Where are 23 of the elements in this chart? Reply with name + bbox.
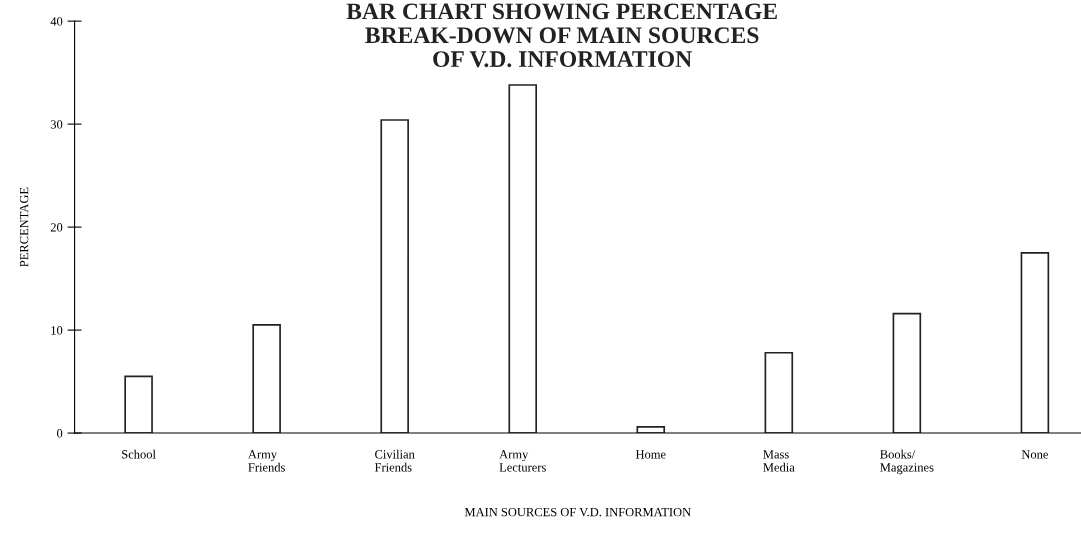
y-tick-label: 20 bbox=[50, 223, 63, 232]
bar bbox=[252, 324, 281, 434]
bar bbox=[508, 84, 538, 434]
x-tick-label: Mass Media bbox=[763, 450, 795, 472]
y-tick-label: 0 bbox=[57, 429, 63, 438]
x-tick-label: Army Lecturers bbox=[499, 450, 546, 472]
x-tick-label: School bbox=[122, 449, 156, 459]
x-tick-label: Books/ Magazines bbox=[880, 449, 934, 475]
x-axis-title: MAIN SOURCES OF V.D. INFORMATION bbox=[464, 507, 691, 517]
bar bbox=[380, 119, 409, 434]
bar bbox=[124, 375, 153, 434]
chart-title: BAR CHART SHOWING PERCENTAGE BREAK-DOWN OF MAIN SOURCES OF V.D. INFORMATION bbox=[346, 3, 777, 68]
x-tick-label: Army Friends bbox=[248, 450, 285, 472]
bar bbox=[892, 312, 922, 434]
x-tick-label: Home bbox=[635, 450, 666, 459]
y-tick-label: 40 bbox=[50, 17, 63, 26]
bar bbox=[764, 351, 794, 434]
y-tick-label: 10 bbox=[51, 326, 63, 335]
x-tick-label: None bbox=[1021, 450, 1049, 459]
y-axis-title: PERCENTAGE bbox=[19, 187, 29, 267]
bar bbox=[1020, 252, 1050, 434]
y-tick-label: 30 bbox=[50, 120, 63, 129]
x-tick-label: Civilian Friends bbox=[374, 449, 415, 472]
